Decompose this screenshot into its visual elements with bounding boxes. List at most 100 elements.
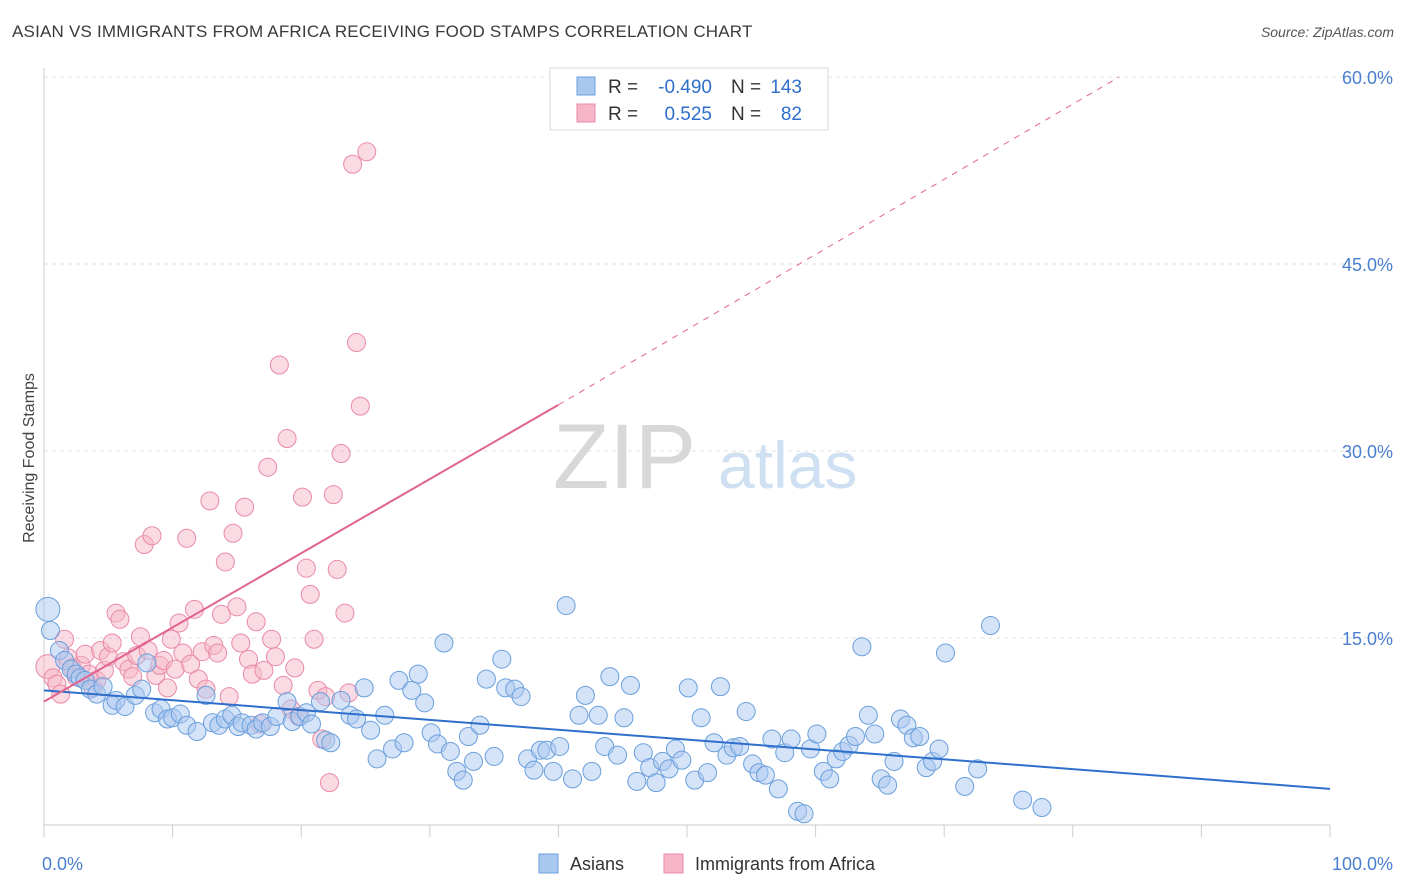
africa-points [35,142,377,793]
stats-r-value-africa: 0.525 [664,104,712,125]
asian-point [588,705,608,725]
asian-point [698,763,718,783]
asian-point [415,693,435,713]
africa-point [323,485,343,505]
asian-point [408,664,428,684]
africa-point [300,584,320,604]
asian-point [929,739,949,759]
asian-point [575,685,595,705]
legend-swatch-africa [663,853,684,874]
asian-point [569,705,589,725]
asian-point [389,670,409,690]
asian-point [458,726,478,746]
africa-point [269,355,289,375]
africa-point [296,558,316,578]
asian-point [137,653,157,673]
asian-point [884,751,904,771]
africa-point [258,457,278,477]
asian-point [678,678,698,698]
africa-point [327,559,347,579]
stats-n-value-africa: 82 [781,104,802,125]
asian-point [762,729,782,749]
asian-point [35,596,61,622]
africa-point [277,429,297,449]
stats-box: R = -0.490 N = 143 R = 0.525 N = 82 [549,67,829,131]
x-tick-label: 100.0% [1332,854,1393,874]
y-tick-label: 15.0% [1342,629,1393,649]
africa-point [110,609,130,629]
asian-point [511,687,531,707]
africa-point [346,333,366,353]
africa-point [223,523,243,543]
legend-label-africa: Immigrants from Africa [695,854,876,874]
africa-point [200,491,220,511]
africa-point [102,633,122,653]
asian-point [672,750,692,770]
asian-point [691,708,711,728]
chart-title: ASIAN VS IMMIGRANTS FROM AFRICA RECEIVIN… [12,22,753,41]
africa-point [262,629,282,649]
asian-point [755,765,775,785]
watermark-zip: ZIP [553,406,696,508]
africa-point [357,142,377,162]
x-tick-label: 0.0% [42,854,83,874]
asian-point [955,776,975,796]
asian-point [910,726,930,746]
africa-point [227,597,247,617]
stats-swatch-asians [576,76,596,96]
source-label: Source: ZipAtlas.com [1260,24,1394,40]
africa-point [246,612,266,632]
asian-point [492,649,512,669]
africa-point [181,654,201,674]
legend-label-asians: Asians [570,854,624,874]
africa-point [208,643,228,663]
africa-point [219,687,239,707]
africa-point [142,526,162,546]
africa-point [304,629,324,649]
y-tick-label: 30.0% [1342,442,1393,462]
africa-point [343,154,363,174]
tick-labels: 15.0% 30.0% 45.0% 60.0% 0.0% 100.0% [42,68,1393,874]
asian-point [582,761,602,781]
asian-point [878,775,898,795]
asian-point [736,702,756,722]
africa-point [157,678,177,698]
watermark-atlas: atlas [718,428,857,502]
africa-point [177,528,197,548]
stats-r-value-asians: -0.490 [658,77,712,98]
africa-point [161,629,181,649]
asian-point [321,733,341,753]
legend: Asians Immigrants from Africa [538,853,876,874]
asian-point [354,678,374,698]
trend-lines [43,76,1331,790]
africa-point [285,658,305,678]
asian-point [935,643,955,663]
asian-point [464,751,484,771]
asian-point [187,722,207,741]
asian-point [277,692,297,712]
asian-point [600,667,620,687]
africa-point [265,647,285,667]
asian-point [627,771,647,791]
africa-point [335,603,355,623]
stats-r-label-africa: R = [608,104,638,125]
asian-point [402,680,422,700]
asian-point [524,760,544,780]
asian-point [646,773,666,793]
asian-point [710,677,730,697]
asian-point [794,804,814,824]
asian-point [614,708,634,728]
asian-point [93,677,113,697]
asian-point [196,685,216,705]
asian-point [556,596,576,616]
asian-point [1032,798,1052,818]
asian-point [331,690,351,710]
asian-point [301,714,321,734]
stats-r-label-asians: R = [608,77,638,98]
asian-point [865,724,885,744]
asian-point [484,746,504,766]
africa-point [211,604,231,624]
y-tick-label: 60.0% [1342,68,1393,88]
asian-point [968,759,988,779]
